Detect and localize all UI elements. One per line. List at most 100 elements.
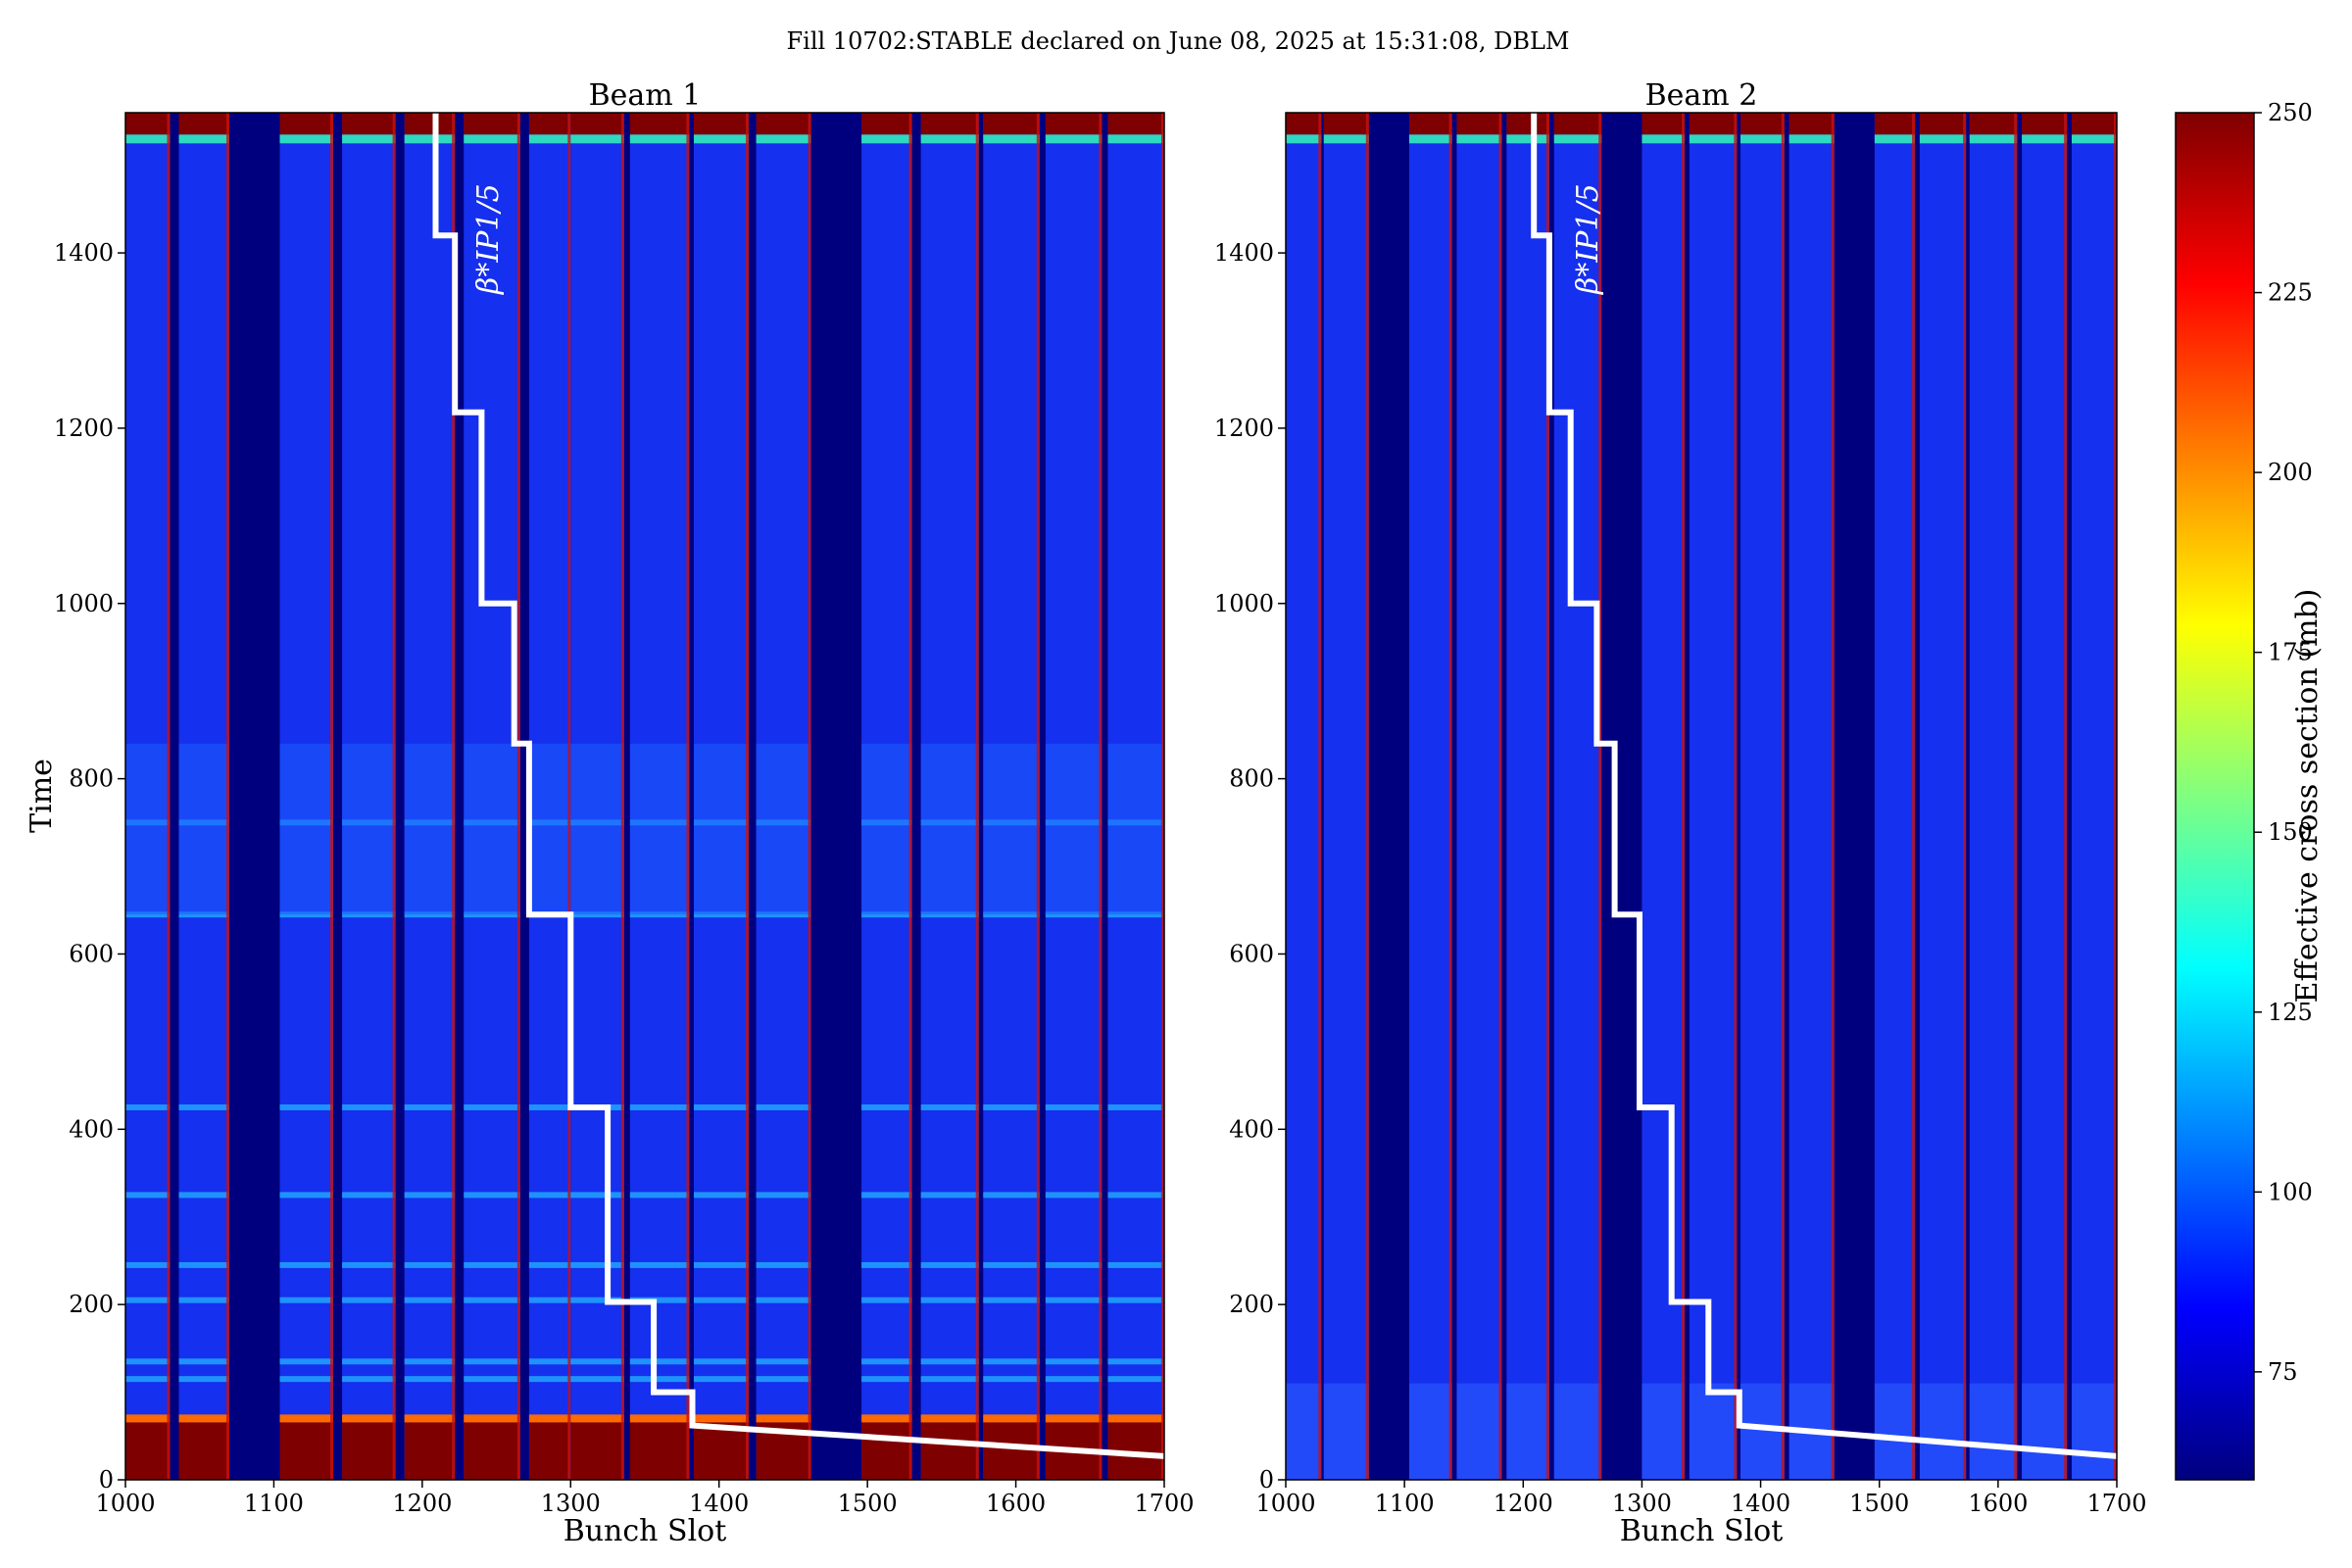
train-mid-band — [861, 743, 912, 915]
x-tick-label: 1500 — [1849, 1490, 1909, 1517]
bright-row — [528, 1103, 571, 1110]
train-top-band — [528, 134, 571, 144]
bunch-train — [983, 113, 1040, 1480]
train-body — [1642, 113, 1686, 1480]
bright-row — [1107, 1192, 1164, 1199]
bright-row — [404, 1103, 456, 1110]
train-edge — [1036, 113, 1040, 1480]
train-top-band — [1740, 113, 1785, 135]
train-top-band — [178, 134, 229, 144]
train-top-band — [1969, 113, 2018, 135]
train-top-band — [2022, 134, 2068, 144]
train-top-band — [464, 134, 520, 144]
bright-row — [464, 1358, 520, 1365]
x-tick-label: 1600 — [986, 1490, 1046, 1517]
train-body — [1553, 113, 1602, 1480]
y-tick-label: 0 — [99, 1466, 114, 1494]
colorbar-tick-label: 225 — [2268, 279, 2313, 307]
x-tick-label: 1200 — [392, 1490, 452, 1517]
bright-row — [1107, 1261, 1164, 1268]
bright-row — [342, 1192, 396, 1199]
bright-row — [404, 1358, 456, 1365]
colorbar-tick-label: 75 — [2268, 1358, 2298, 1386]
train-edge — [908, 113, 912, 1480]
colorbar-tick-label: 100 — [2268, 1178, 2313, 1205]
y-tick-label: 800 — [69, 765, 114, 793]
bunch-train — [1969, 113, 2018, 1480]
train-high-section — [178, 1418, 229, 1480]
train-top-band — [1286, 113, 1322, 135]
x-tick-label: 1100 — [1375, 1490, 1435, 1517]
bright-row — [570, 1192, 624, 1199]
bright-row — [342, 1297, 396, 1303]
train-high-edge — [125, 1414, 171, 1423]
bright-row — [404, 1261, 456, 1268]
bright-row — [570, 1358, 624, 1365]
bright-row — [528, 1192, 571, 1199]
train-edge — [746, 113, 749, 1480]
train-top-band — [920, 113, 979, 135]
train-edge — [1682, 113, 1686, 1480]
y-tick-label: 1400 — [54, 239, 114, 267]
train-mid-band — [279, 743, 333, 915]
bright-row — [1107, 1358, 1164, 1365]
y-tick-label: 600 — [69, 940, 114, 967]
beam-1-title: Beam 1 — [589, 78, 702, 113]
train-top-band — [983, 113, 1040, 135]
train-low-band — [1740, 1383, 1785, 1480]
train-high-edge — [464, 1414, 520, 1423]
train-low-band — [1408, 1383, 1452, 1480]
train-low-band — [1689, 1383, 1738, 1480]
train-high-section — [528, 1418, 571, 1480]
train-high-section — [570, 1418, 624, 1480]
train-body — [1874, 113, 1916, 1480]
bright-row — [629, 1192, 690, 1199]
train-low-band — [1874, 1383, 1916, 1480]
train-top-band — [2071, 113, 2117, 135]
bright-row — [983, 1103, 1040, 1110]
train-top-band — [404, 113, 456, 135]
bunch-train — [693, 113, 749, 1480]
bunch-train — [756, 113, 811, 1480]
bright-row — [1045, 1376, 1102, 1383]
train-top-band — [693, 113, 749, 135]
bright-row — [861, 1261, 912, 1268]
colorbar-tick-label: 250 — [2268, 99, 2313, 126]
train-top-band — [756, 113, 811, 135]
y-tick-label: 800 — [1229, 765, 1274, 793]
train-high-edge — [279, 1414, 333, 1423]
train-top-band — [1286, 134, 1322, 144]
train-high-edge — [756, 1414, 811, 1423]
train-body — [1286, 113, 1322, 1480]
train-top-band — [1642, 113, 1686, 135]
bright-row — [178, 1376, 229, 1383]
y-tick-label: 400 — [1229, 1115, 1274, 1143]
bright-row — [125, 1103, 171, 1110]
bunch-train — [1788, 113, 1835, 1480]
figure-title: Fill 10702:STABLE declared on June 08, 2… — [786, 27, 1569, 55]
bright-row — [404, 1297, 456, 1303]
train-top-band — [1689, 134, 1738, 144]
bright-row — [693, 1358, 749, 1365]
train-body — [1788, 113, 1835, 1480]
y-tick-label: 200 — [1229, 1291, 1274, 1318]
beam-2-heatmap — [1286, 113, 2117, 1480]
bright-row — [279, 1103, 333, 1110]
train-mid-band — [693, 743, 749, 915]
colorbar: 75 100 125 150 175 200 225 250 Effective cross … — [2175, 99, 2325, 1481]
train-high-section — [629, 1418, 690, 1480]
beta-star-line — [432, 113, 1164, 1459]
train-top-band — [1506, 113, 1549, 135]
bunch-train — [1045, 113, 1102, 1480]
bunch-train — [2022, 113, 2068, 1480]
train-mid-band — [528, 743, 571, 915]
bright-row — [464, 1376, 520, 1383]
train-top-band — [2022, 113, 2068, 135]
train-mid-band — [404, 743, 456, 915]
train-top-band — [570, 113, 624, 135]
bright-row — [920, 1103, 979, 1110]
bright-row — [178, 1261, 229, 1268]
bright-row — [756, 1103, 811, 1110]
train-edge — [1912, 113, 1916, 1480]
